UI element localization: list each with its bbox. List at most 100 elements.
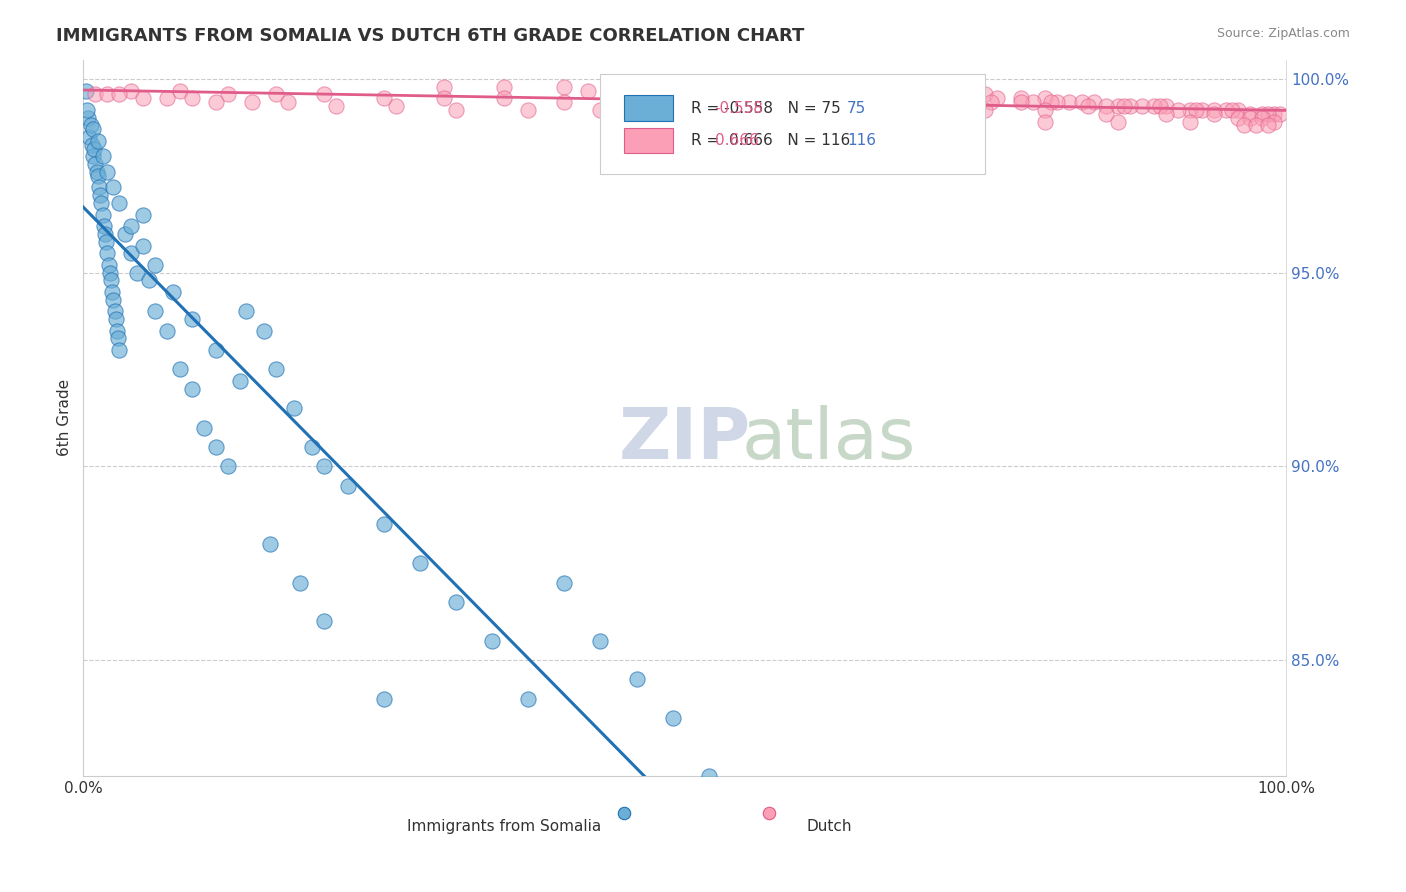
Point (132, 238, 155, 252)
Point (193, 420, 215, 434)
Point (1035, 114, 1057, 128)
Point (673, 95, 696, 110)
Point (264, 362, 287, 376)
Point (312, 87, 335, 102)
Point (974, 87, 997, 102)
Point (1244, 119, 1267, 133)
Point (517, 103, 540, 117)
Point (1112, 99, 1135, 113)
Point (589, 103, 612, 117)
Point (1154, 107, 1177, 121)
Point (1107, 99, 1129, 113)
Point (91, 208, 114, 222)
Point (745, 107, 768, 121)
Point (1010, 91, 1032, 105)
Point (96, 87, 118, 102)
Point (1154, 99, 1177, 113)
Point (94, 235, 117, 249)
Point (877, 91, 900, 105)
Point (626, 673, 648, 687)
Point (1226, 103, 1249, 117)
Point (553, 79, 575, 94)
Point (589, 633, 612, 648)
Point (409, 556, 432, 570)
Point (82, 149, 104, 163)
Point (1184, 103, 1206, 117)
Point (373, 691, 395, 706)
Point (114, 227, 136, 241)
Point (1167, 103, 1189, 117)
Point (1178, 114, 1201, 128)
Point (145, 304, 167, 318)
Point (1149, 99, 1171, 113)
Text: 75: 75 (846, 101, 866, 116)
Point (1191, 103, 1213, 117)
Point (685, 84, 707, 98)
Point (100, 273, 122, 287)
Point (1257, 119, 1279, 133)
Point (927, 87, 949, 102)
Point (103, 180, 125, 194)
Point (1202, 103, 1225, 117)
Point (613, 84, 636, 98)
Point (120, 219, 142, 234)
Point (1046, 95, 1069, 110)
Point (79, 130, 101, 145)
Point (914, 103, 936, 117)
Point (325, 99, 347, 113)
Point (235, 304, 257, 318)
Point (1251, 111, 1274, 125)
Point (980, 95, 1002, 110)
Point (96, 165, 118, 179)
Point (782, 87, 804, 102)
Point (204, 343, 226, 357)
Point (120, 84, 142, 98)
Point (1076, 99, 1098, 113)
Point (145, 258, 167, 272)
Point (288, 575, 311, 590)
Point (108, 343, 131, 357)
Point (1094, 107, 1116, 121)
Text: R =  0.666   N = 116: R = 0.666 N = 116 (690, 133, 849, 148)
Point (697, 769, 720, 783)
Point (312, 459, 335, 474)
Point (1070, 95, 1092, 110)
Point (734, 79, 756, 94)
Point (650, 79, 672, 94)
Point (75, 84, 97, 98)
Point (89, 188, 111, 202)
Point (986, 91, 1008, 105)
FancyBboxPatch shape (624, 128, 672, 153)
Point (87, 169, 110, 183)
Point (120, 246, 142, 260)
FancyBboxPatch shape (600, 74, 986, 174)
Text: ZIP: ZIP (619, 405, 751, 474)
Point (853, 84, 876, 98)
Point (91, 149, 114, 163)
Point (127, 266, 149, 280)
Point (94, 227, 117, 241)
Point (204, 440, 226, 454)
Point (373, 517, 395, 532)
Point (138, 273, 160, 287)
Point (1040, 95, 1063, 110)
Point (373, 91, 395, 105)
Point (87, 134, 110, 148)
Point (890, 111, 912, 125)
Point (90, 195, 112, 210)
Text: atlas: atlas (742, 405, 917, 474)
Point (103, 293, 125, 307)
Point (1239, 111, 1261, 125)
Point (842, 87, 865, 102)
Point (82, 122, 104, 136)
Point (1263, 114, 1285, 128)
Text: R = -0.558   N = 75: R = -0.558 N = 75 (690, 101, 841, 116)
Point (818, 87, 841, 102)
Point (217, 459, 239, 474)
Point (253, 324, 276, 338)
Point (77, 111, 100, 125)
Point (104, 312, 127, 326)
Point (169, 362, 191, 376)
Point (444, 595, 467, 609)
Point (433, 79, 456, 94)
